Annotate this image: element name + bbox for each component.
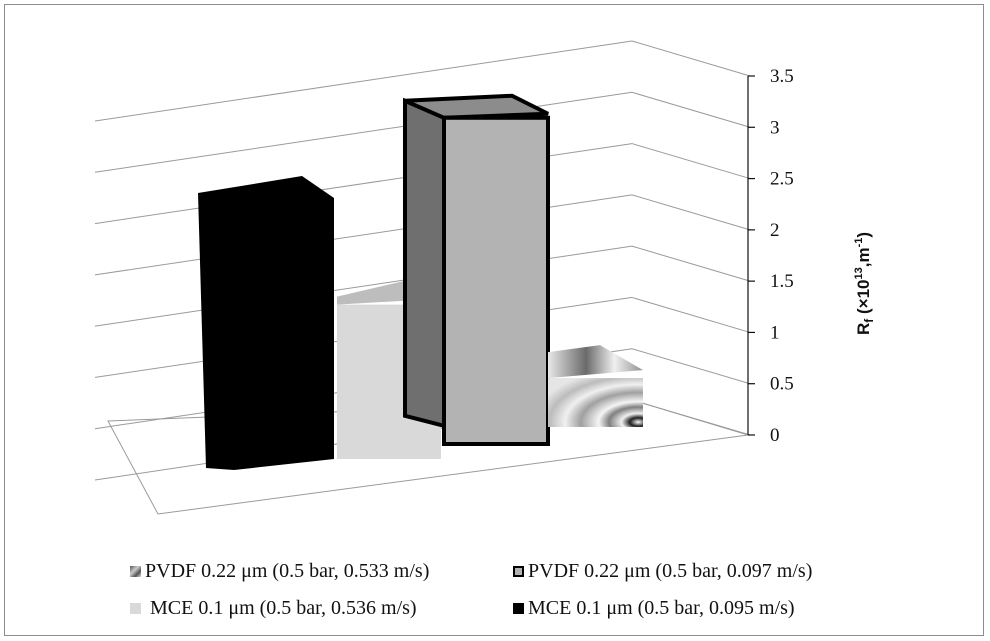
bar-top <box>548 345 643 379</box>
y-tick-label: 3.5 <box>770 66 794 87</box>
bar-front <box>442 115 550 447</box>
gridline <box>631 348 751 385</box>
gridline <box>631 245 751 282</box>
bar-front <box>548 378 643 427</box>
gridline <box>631 143 751 180</box>
y-tick-label: 0 <box>770 425 780 446</box>
y-tick-label: 0.5 <box>770 374 794 395</box>
y-tick-label: 2.5 <box>770 169 794 190</box>
bar-pvdf-0533 <box>548 345 643 427</box>
gridline <box>631 296 751 333</box>
gridline <box>94 194 633 276</box>
gridline <box>631 40 751 77</box>
bar-body <box>198 176 334 471</box>
gridline <box>94 143 633 225</box>
bar-mce-0095 <box>198 176 334 471</box>
y-tick-label: 1.5 <box>770 271 794 292</box>
bar-side <box>403 97 446 429</box>
y-tick-label: 1 <box>770 322 780 343</box>
gridline <box>94 91 633 173</box>
bar-top <box>404 93 549 120</box>
gridline <box>631 194 751 231</box>
gridline <box>94 40 633 122</box>
bars <box>198 93 643 471</box>
gridline <box>631 91 751 128</box>
bar-pvdf-0097 <box>403 93 550 447</box>
y-axis: 0 0.5 1 1.5 2 2.5 3 3.5 <box>747 66 794 446</box>
y-tick-label: 2 <box>770 220 780 241</box>
y-tick-label: 3 <box>770 117 780 138</box>
y-axis-label: Rf (×1013,m-1) <box>853 232 876 335</box>
